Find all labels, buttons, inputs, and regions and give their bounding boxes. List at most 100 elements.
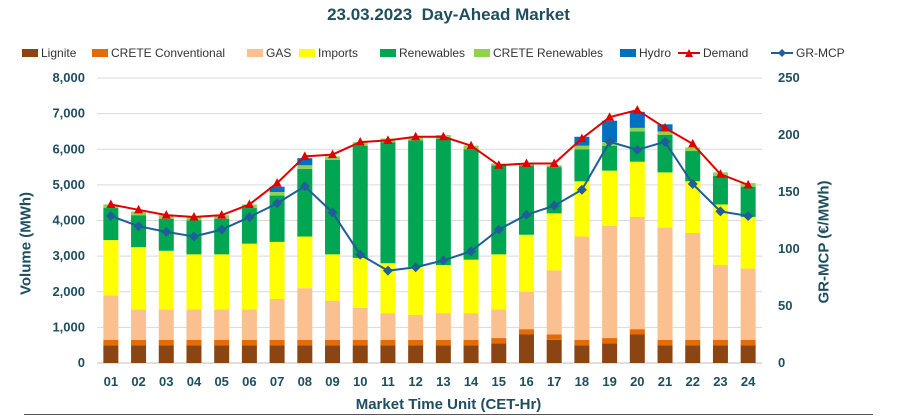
bar-gas (463, 313, 479, 340)
bar-crete-renewables (297, 165, 313, 169)
bar-gas (297, 288, 313, 340)
bar-lignite (518, 334, 534, 363)
bar-lignite (241, 345, 257, 363)
legend-swatch (474, 49, 490, 57)
bar-crete-conventional (297, 339, 313, 346)
legend-item: Demand (678, 44, 748, 62)
y2-axis-title: GR-MCP (€/MWh) (815, 180, 833, 304)
legend-label: GR-MCP (796, 46, 845, 60)
bar-imports (352, 257, 368, 308)
bar-renewables (325, 159, 341, 255)
bar-gas (103, 295, 119, 340)
x-tick-label: 07 (270, 374, 284, 389)
gr-mcp-marker (604, 136, 615, 147)
x-tick-label: 08 (298, 374, 312, 389)
bar-gas (352, 307, 368, 340)
demand-marker (355, 137, 365, 146)
bar-lignite (657, 345, 673, 363)
bar-gas (740, 268, 756, 340)
demand-marker (438, 131, 448, 141)
bar-renewables (740, 186, 756, 217)
x-tick-label: 04 (187, 374, 202, 389)
bar-imports (435, 265, 451, 314)
x-tick-label: 23 (713, 374, 727, 389)
y-tick-label: 0 (78, 355, 85, 370)
bar-imports (131, 247, 147, 310)
gr-mcp-marker (272, 198, 283, 209)
bar-lignite (103, 345, 119, 363)
y2-tick-label: 250 (778, 70, 800, 85)
bar-renewables (712, 175, 728, 205)
bar-crete-renewables (685, 147, 701, 152)
bar-renewables (657, 135, 673, 173)
bar-lignite (186, 345, 202, 363)
demand-marker (189, 211, 199, 221)
bar-crete-conventional (186, 339, 202, 346)
bar-gas (546, 270, 562, 335)
y2-tick-label: 200 (778, 127, 800, 142)
bar-crete-renewables (269, 192, 285, 196)
gr-mcp-marker (355, 249, 366, 260)
y-tick-label: 3,000 (52, 248, 85, 263)
demand-marker (383, 135, 393, 144)
bar-gas (491, 309, 507, 339)
gr-mcp-marker (327, 207, 338, 218)
bar-lignite (712, 345, 728, 363)
bar-crete-conventional (546, 334, 562, 340)
bar-gas (325, 300, 341, 340)
demand-marker (134, 204, 144, 214)
bar-lignite (325, 345, 341, 363)
bar-hydro (602, 120, 618, 143)
demand-marker (605, 112, 615, 121)
legend-swatch (678, 47, 700, 59)
gr-mcp-marker (576, 184, 587, 195)
bar-imports (297, 236, 313, 289)
bar-renewables (269, 195, 285, 242)
bar-crete-conventional (574, 339, 590, 346)
bar-lignite (685, 345, 701, 363)
bar-imports (712, 204, 728, 266)
gr-mcp-marker (438, 255, 449, 266)
x-tick-label: 09 (325, 374, 339, 389)
bar-crete-conventional (491, 338, 507, 344)
bar-renewables (518, 165, 534, 235)
demand-marker (272, 178, 282, 187)
bar-crete-renewables (629, 127, 645, 132)
gr-mcp-marker (410, 262, 421, 273)
bar-renewables (602, 145, 618, 171)
demand-marker (743, 179, 753, 189)
bar-imports (463, 259, 479, 314)
bar-crete-conventional (518, 329, 534, 335)
x-tick-label: 06 (242, 374, 256, 389)
x-tick-label: 17 (547, 374, 561, 389)
x-tick-label: 19 (602, 374, 616, 389)
bar-renewables (297, 168, 313, 237)
legend-item: Lignite (22, 44, 76, 62)
bar-crete-conventional (712, 339, 728, 346)
bar-gas (657, 227, 673, 340)
bar-lignite (131, 345, 147, 363)
gr-mcp-line (110, 140, 749, 272)
y-tick-label: 4,000 (52, 213, 85, 228)
bar-crete-conventional (435, 339, 451, 346)
bar-imports (186, 254, 202, 310)
bar-gas (435, 313, 451, 340)
bar-imports (518, 234, 534, 292)
demand-marker (688, 138, 698, 148)
legend-swatch (771, 47, 793, 59)
bar-crete-conventional (380, 339, 396, 346)
bar-gas (241, 309, 257, 340)
bar-renewables (214, 218, 230, 255)
gr-mcp-marker (687, 179, 698, 190)
gr-mcp-marker (216, 224, 227, 235)
x-tick-label: 02 (131, 374, 145, 389)
bar-gas (380, 313, 396, 340)
gr-mcp-marker (188, 231, 199, 242)
gr-mcp-marker (105, 210, 116, 221)
legend-label: Lignite (41, 46, 77, 60)
bar-lignite (352, 345, 368, 363)
x-tick-label: 24 (741, 374, 756, 389)
x-tick-label: 14 (464, 374, 479, 389)
bar-imports (602, 170, 618, 226)
